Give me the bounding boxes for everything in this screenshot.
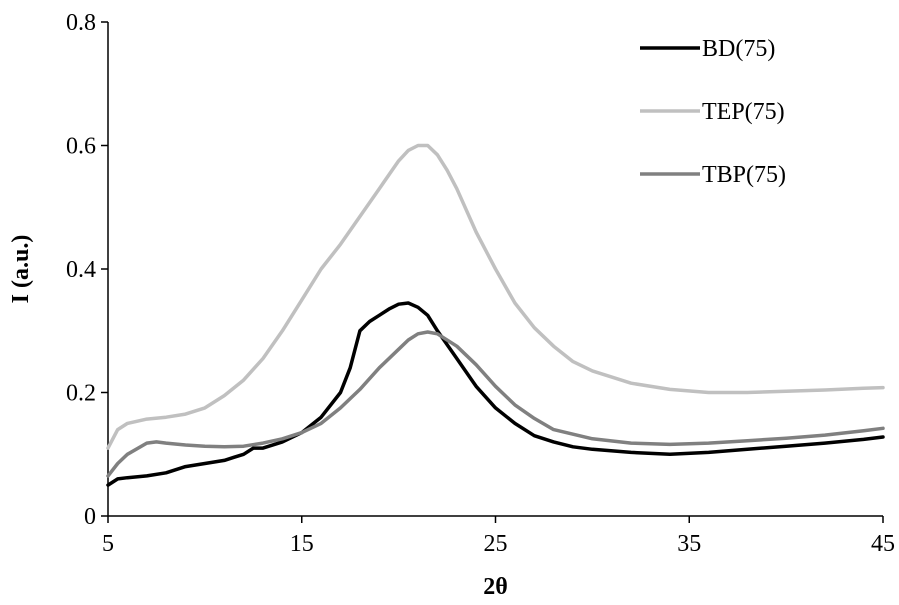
x-tick-label: 35 [677,531,701,557]
legend-label-2: TBP(75) [702,162,786,188]
series-lines [106,143,885,487]
x-tick-label: 15 [290,531,314,557]
x-tick-label: 25 [484,531,508,557]
y-tick-label: 0.8 [66,10,96,36]
legend-label-1: TEP(75) [702,99,785,125]
y-tick-label: 0.4 [66,257,96,283]
x-tick-label: 45 [871,531,895,557]
y-tick-label: 0.2 [66,381,96,407]
x-ticks: 5 15 25 35 45 [102,516,895,557]
series-line-1 [106,143,885,450]
y-tick-label: 0.6 [66,134,96,160]
y-ticks: 0 0.2 0.4 0.6 0.8 [66,10,108,530]
series-line-2 [106,330,885,478]
y-axis-title: I (a.u.) [8,235,34,304]
series-line-0 [106,301,885,487]
legend-label-0: BD(75) [702,36,775,62]
x-tick-label: 5 [102,531,114,557]
x-axis-title: 2θ [483,574,508,600]
y-tick-label: 0 [84,504,96,530]
legend: BD(75) TEP(75) TBP(75) [640,36,786,188]
